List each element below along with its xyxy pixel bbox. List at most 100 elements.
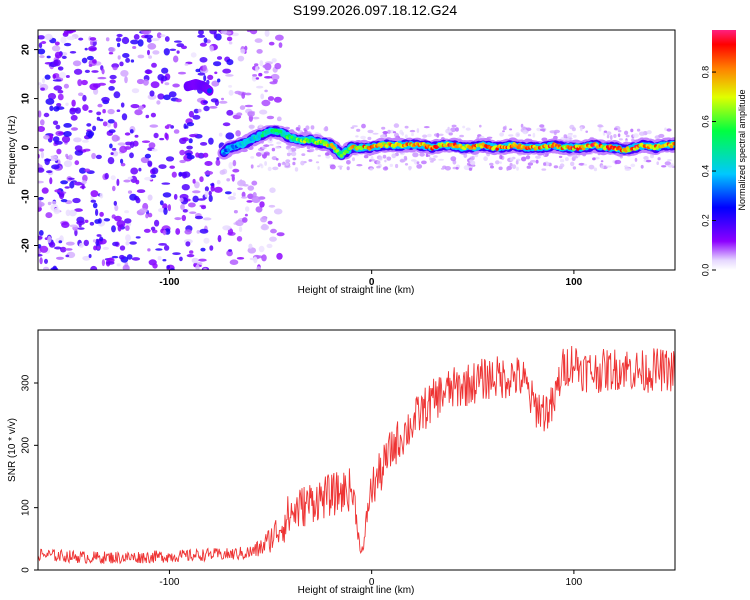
track-halo-cell xyxy=(416,164,423,169)
noise-cell xyxy=(254,38,263,43)
noise-cell xyxy=(269,236,277,242)
noise-cell xyxy=(84,168,91,173)
noise-cell xyxy=(133,34,140,40)
track-halo-cell xyxy=(592,157,596,161)
noise-cell xyxy=(66,36,76,41)
noise-cell xyxy=(200,142,208,146)
track-halo-cell xyxy=(352,157,355,162)
track-halo-cell xyxy=(583,163,588,166)
noise-cell xyxy=(60,246,67,253)
noise-cell xyxy=(181,45,187,50)
noise-cell xyxy=(192,195,199,203)
noise-cell xyxy=(77,227,85,230)
noise-cell xyxy=(203,100,208,104)
noise-cell xyxy=(244,213,248,217)
noise-cell xyxy=(137,39,144,47)
noise-cell xyxy=(200,247,206,252)
track-halo-cell xyxy=(386,156,392,161)
noise-cell xyxy=(163,48,170,56)
track-halo-cell xyxy=(667,164,674,168)
noise-cell xyxy=(125,234,131,242)
noise-cell xyxy=(129,141,135,149)
noise-cell xyxy=(117,142,126,146)
snr-xlabel: Height of straight line (km) xyxy=(298,585,415,596)
noise-cell xyxy=(79,167,87,174)
track-halo-cell xyxy=(498,166,503,171)
track-cell xyxy=(672,141,675,146)
noise-cell xyxy=(108,129,116,134)
noise-cell xyxy=(65,241,75,246)
noise-cell xyxy=(242,184,249,187)
track-halo-cell xyxy=(613,127,618,131)
noise-cell xyxy=(97,82,107,86)
noise-cell xyxy=(218,100,228,104)
noise-cell xyxy=(134,109,143,116)
noise-cell xyxy=(162,259,167,262)
noise-cell xyxy=(144,176,153,181)
noise-cell xyxy=(260,93,265,100)
noise-cell xyxy=(273,208,283,215)
track-halo-cell xyxy=(261,146,267,149)
noise-cell xyxy=(99,192,104,199)
noise-cell xyxy=(173,129,180,134)
noise-cell xyxy=(180,204,185,210)
noise-cell xyxy=(188,202,196,208)
track-halo-cell xyxy=(395,163,399,169)
noise-cell xyxy=(196,230,201,234)
noise-cell xyxy=(44,258,48,264)
noise-cell xyxy=(69,51,77,54)
track-halo-cell xyxy=(259,163,263,167)
noise-cell xyxy=(197,34,206,38)
noise-cell xyxy=(114,204,119,212)
noise-cell xyxy=(65,254,70,258)
track-halo-cell xyxy=(526,165,531,169)
track-halo-cell xyxy=(571,127,576,132)
track-halo-cell xyxy=(489,162,494,166)
track-halo-cell xyxy=(479,124,482,128)
track-halo-cell xyxy=(391,153,397,159)
noise-cell xyxy=(69,181,75,189)
track-halo-cell xyxy=(401,131,405,136)
noise-cell xyxy=(84,219,89,223)
track-halo-cell xyxy=(384,159,387,163)
noise-cell xyxy=(208,194,213,202)
noise-cell xyxy=(78,223,82,228)
noise-cell xyxy=(232,168,240,173)
noise-cell xyxy=(39,148,45,152)
noise-cell xyxy=(119,245,126,251)
noise-cell xyxy=(222,122,231,127)
noise-cell xyxy=(81,57,88,64)
noise-cell xyxy=(65,209,71,217)
noise-cell xyxy=(52,74,57,79)
noise-cell xyxy=(131,257,141,261)
track-halo-cell xyxy=(429,157,432,161)
noise-cell xyxy=(65,75,70,78)
track-halo-cell xyxy=(422,134,428,138)
noise-cell xyxy=(38,180,44,184)
noise-cell xyxy=(126,254,133,260)
noise-cell xyxy=(176,50,180,54)
noise-cell xyxy=(82,94,87,102)
colorbar: 0.0 0.2 0.4 0.6 0.8 Normalized spectral ampl… xyxy=(700,30,747,276)
noise-cell xyxy=(42,77,45,84)
noise-cell xyxy=(219,169,226,175)
noise-cell xyxy=(97,103,103,108)
noise-cell xyxy=(43,112,50,118)
track-halo-cell xyxy=(370,159,376,162)
track-halo-cell xyxy=(404,163,409,166)
spectrogram-marks xyxy=(38,30,675,270)
snr-panel: -100 0 100 0 100 200 300 Height of straight li… xyxy=(7,329,676,596)
noise-cell xyxy=(116,33,123,38)
track-halo-cell xyxy=(499,161,502,164)
track-halo-cell xyxy=(559,163,565,168)
noise-cell xyxy=(189,134,198,138)
track-halo-cell xyxy=(541,168,547,171)
noise-cell xyxy=(184,125,189,129)
noise-cell xyxy=(278,42,283,48)
noise-cell xyxy=(267,96,275,101)
noise-cell xyxy=(235,219,244,227)
noise-cell xyxy=(56,256,64,260)
track-halo-cell xyxy=(248,124,255,129)
noise-cell xyxy=(124,210,130,214)
